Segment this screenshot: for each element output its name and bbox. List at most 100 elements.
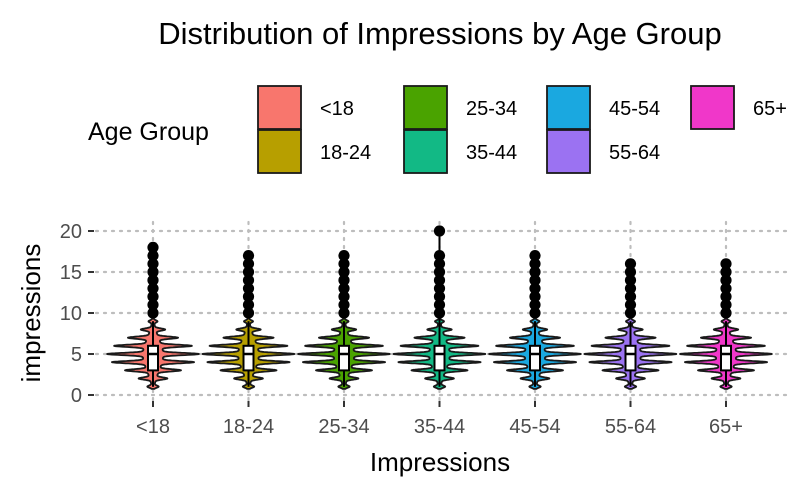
outlier-point xyxy=(147,274,159,286)
outlier-point xyxy=(433,307,446,319)
legend-label: 65+ xyxy=(753,98,787,120)
violin-group xyxy=(679,258,773,390)
y-tick-label: 10 xyxy=(60,303,82,325)
outlier-point xyxy=(433,299,446,311)
outlier-point xyxy=(433,282,446,294)
outlier-point xyxy=(433,225,446,237)
outlier-point xyxy=(338,250,350,262)
iqr-box xyxy=(338,344,350,372)
outlier-point xyxy=(624,291,637,303)
outlier-point xyxy=(529,258,541,270)
outlier-point xyxy=(242,266,255,278)
outlier-point xyxy=(433,274,446,286)
violin-group xyxy=(488,250,582,390)
outlier-point xyxy=(529,266,541,278)
outlier-point xyxy=(242,307,255,319)
legend-key xyxy=(257,129,302,174)
x-tick-label: <18 xyxy=(136,416,170,438)
legend-key xyxy=(690,85,735,130)
outlier-point xyxy=(529,307,541,319)
y-tick-label: 15 xyxy=(60,262,82,284)
x-tick-label: 25-34 xyxy=(318,416,369,438)
outlier-point xyxy=(147,241,159,253)
outlier-point xyxy=(338,266,350,278)
outlier-point xyxy=(624,258,637,270)
x-tick-label: 18-24 xyxy=(223,416,274,438)
legend-label: 18-24 xyxy=(320,142,371,164)
outlier-point xyxy=(433,258,446,270)
outlier-point xyxy=(529,291,541,303)
outlier-point xyxy=(433,266,446,278)
outlier-point xyxy=(433,250,446,262)
x-tick-label: 35-44 xyxy=(414,416,465,438)
outlier-point xyxy=(242,282,255,294)
iqr-box xyxy=(433,344,446,372)
iqr-box xyxy=(624,344,637,372)
legend-key xyxy=(403,85,448,130)
y-tick-label: 5 xyxy=(71,344,82,366)
legend-title: Age Group xyxy=(88,118,209,146)
outlier-point xyxy=(147,250,159,262)
legend-label: <18 xyxy=(320,98,354,120)
violin-group xyxy=(106,241,200,390)
legend-key xyxy=(546,85,591,130)
legend-label: 55-64 xyxy=(609,142,660,164)
y-tick-label: 20 xyxy=(60,221,82,243)
y-axis-title: impressions xyxy=(16,244,46,383)
outlier-point xyxy=(720,299,732,311)
outlier-point xyxy=(529,250,541,262)
outlier-point xyxy=(433,291,446,303)
legend-label: 45-54 xyxy=(609,98,660,120)
outlier-point xyxy=(242,258,255,270)
outlier-point xyxy=(720,266,732,278)
outlier-point xyxy=(529,299,541,311)
iqr-box xyxy=(242,344,255,372)
outlier-point xyxy=(338,258,350,270)
outlier-point xyxy=(529,282,541,294)
chart-title: Distribution of Impressions by Age Group xyxy=(158,16,721,51)
x-axis-title: Impressions xyxy=(370,447,510,477)
legend-key xyxy=(403,129,448,174)
outlier-point xyxy=(242,274,255,286)
outlier-point xyxy=(624,282,637,294)
iqr-box xyxy=(147,344,159,372)
outlier-point xyxy=(338,307,350,319)
legend-key xyxy=(546,129,591,174)
outlier-point xyxy=(338,291,350,303)
violin-group xyxy=(392,225,487,390)
legend: Age Group <18 18-24 25-34 35-44 45-54 55-64 65… xyxy=(88,85,787,174)
plot-area xyxy=(106,225,773,390)
legend-label: 25-34 xyxy=(466,98,517,120)
x-tick-label: 65+ xyxy=(709,416,743,438)
outlier-point xyxy=(242,299,255,311)
outlier-point xyxy=(147,307,159,319)
outlier-point xyxy=(624,307,637,319)
outlier-point xyxy=(720,307,732,319)
outlier-point xyxy=(242,291,255,303)
violin-group xyxy=(297,250,391,390)
outlier-point xyxy=(147,291,159,303)
x-tick-label: 45-54 xyxy=(509,416,560,438)
x-tick-label: 55-64 xyxy=(605,416,656,438)
outlier-point xyxy=(624,299,637,311)
outlier-point xyxy=(147,266,159,278)
outlier-point xyxy=(624,274,637,286)
y-axis: 0 5 10 15 20 xyxy=(60,221,94,407)
violin-group xyxy=(201,250,296,390)
iqr-box xyxy=(720,344,732,372)
y-tick-label: 0 xyxy=(71,385,82,407)
outlier-point xyxy=(720,274,732,286)
outlier-point xyxy=(147,258,159,270)
outlier-point xyxy=(529,274,541,286)
outlier-point xyxy=(338,299,350,311)
outlier-point xyxy=(720,291,732,303)
legend-key xyxy=(257,85,302,130)
outlier-point xyxy=(720,282,732,294)
outlier-point xyxy=(338,282,350,294)
violin-group xyxy=(583,258,678,390)
outlier-point xyxy=(720,258,732,270)
outlier-point xyxy=(624,266,637,278)
iqr-box xyxy=(529,344,541,372)
outlier-point xyxy=(147,282,159,294)
